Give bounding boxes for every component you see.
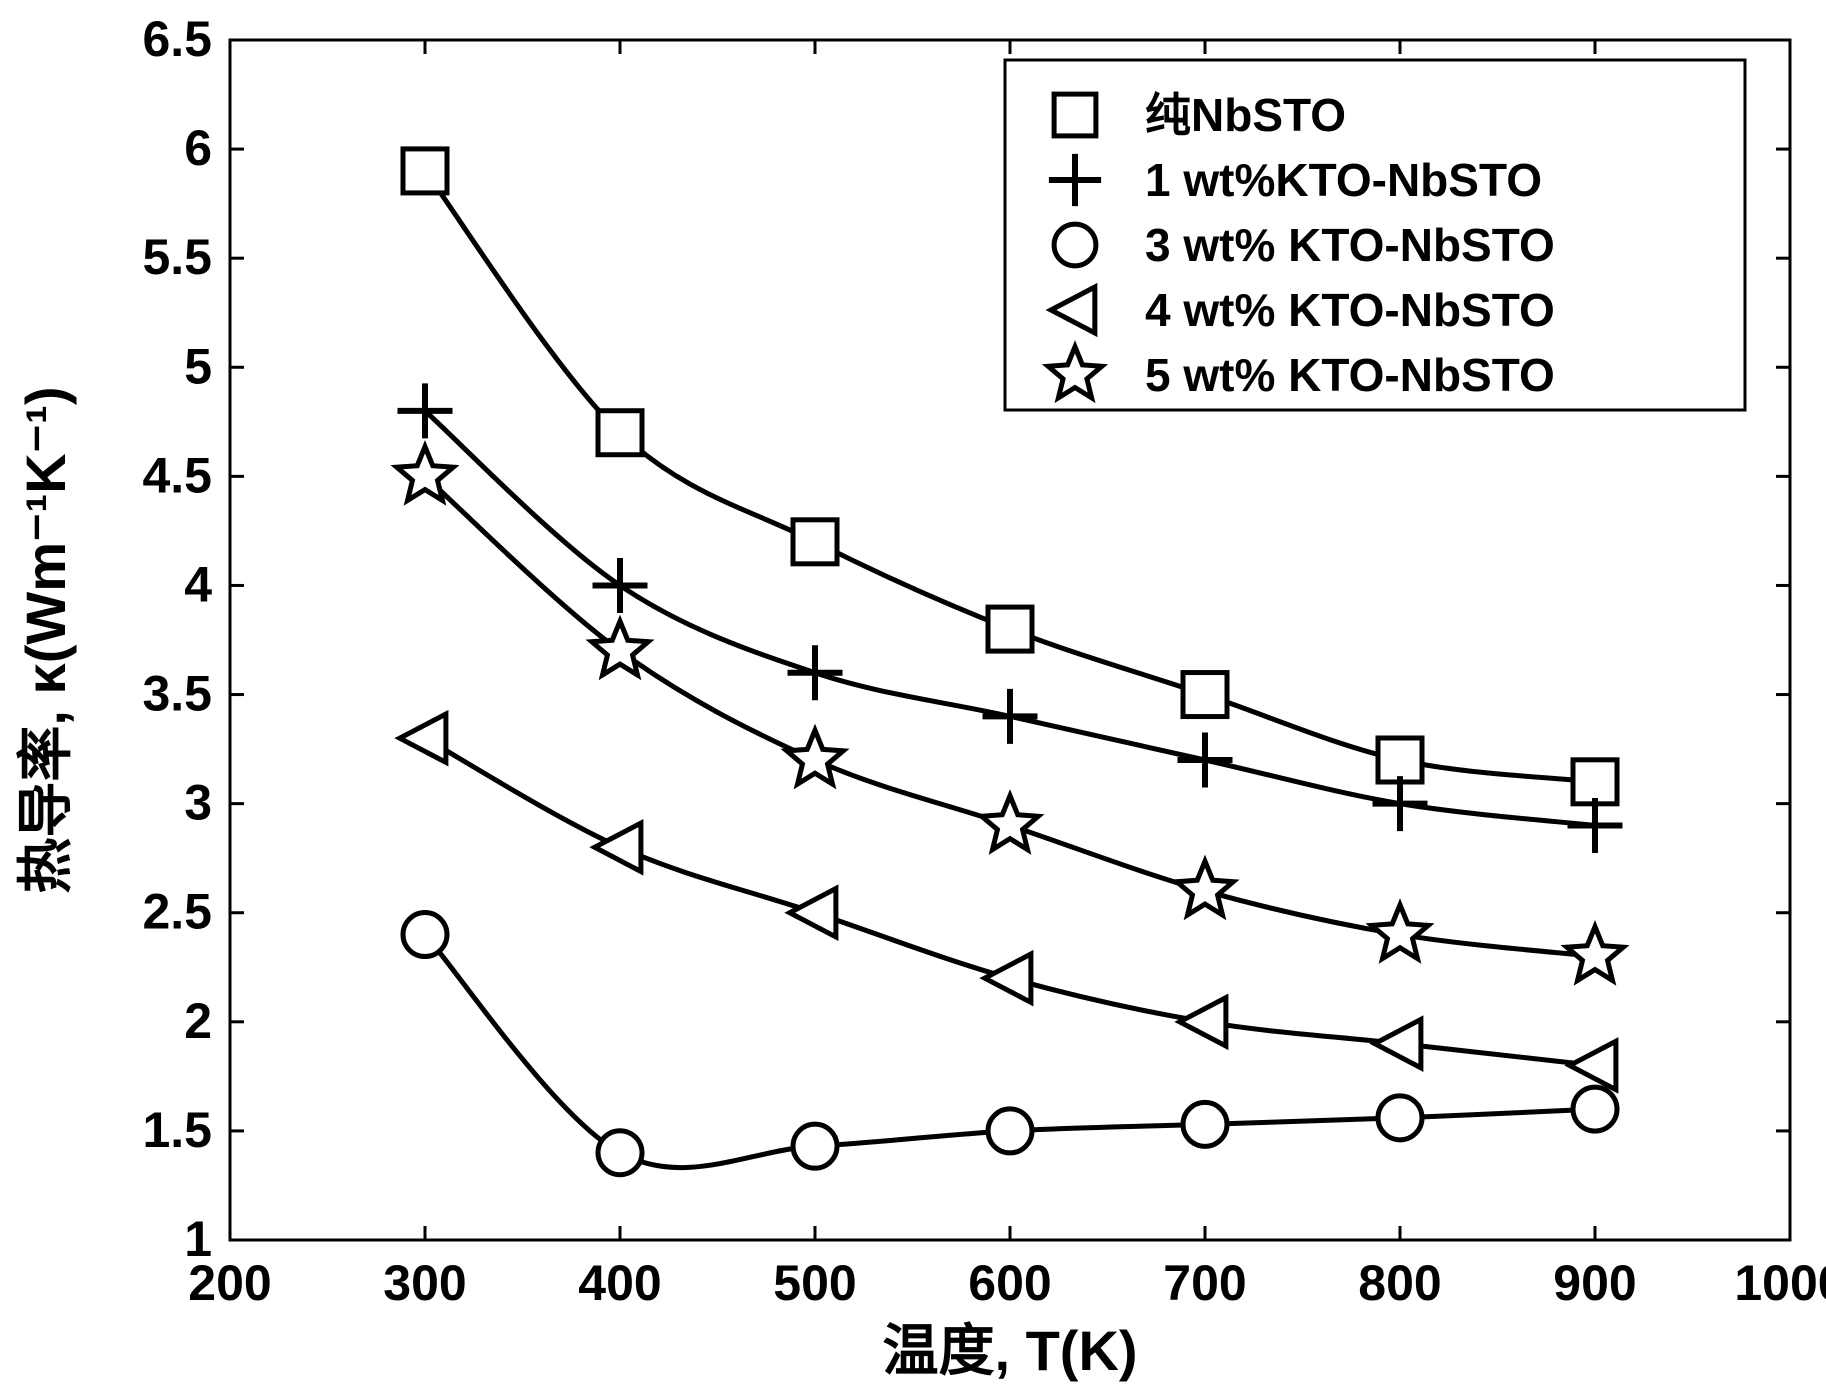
marker-triangle — [400, 714, 446, 762]
marker-square — [1378, 738, 1422, 782]
marker-square — [403, 149, 447, 193]
marker-circle — [1378, 1096, 1422, 1140]
x-tick-label: 800 — [1358, 1255, 1441, 1311]
y-tick-label: 6.5 — [142, 11, 212, 67]
y-tick-label: 6 — [184, 120, 212, 176]
marker-triangle — [790, 889, 836, 937]
y-tick-label: 2 — [184, 993, 212, 1049]
marker-star — [1177, 861, 1233, 915]
marker-star — [1372, 905, 1428, 959]
marker-square — [598, 411, 642, 455]
x-tick-label: 1000 — [1734, 1255, 1826, 1311]
marker-square — [1183, 673, 1227, 717]
legend-label-kto_5wt: 5 wt% KTO-NbSTO — [1145, 349, 1555, 401]
marker-triangle — [595, 823, 641, 871]
y-tick-label: 2.5 — [142, 884, 212, 940]
y-axis-label: 热导率, κ(Wm⁻¹K⁻¹) — [14, 386, 77, 893]
x-axis-label: 温度, T(K) — [882, 1319, 1137, 1382]
marker-star — [982, 796, 1038, 850]
x-tick-label: 500 — [773, 1255, 856, 1311]
marker-square — [1573, 760, 1617, 804]
y-tick-label: 5.5 — [142, 229, 212, 285]
y-tick-label: 3 — [184, 775, 212, 831]
x-tick-label: 300 — [383, 1255, 466, 1311]
marker-circle — [403, 913, 447, 957]
x-tick-label: 600 — [968, 1255, 1051, 1311]
marker-circle — [793, 1124, 837, 1168]
x-tick-label: 700 — [1163, 1255, 1246, 1311]
series-line-kto_4wt — [425, 738, 1595, 1065]
marker-circle — [988, 1109, 1032, 1153]
y-tick-label: 4.5 — [142, 447, 212, 503]
marker-circle — [1573, 1087, 1617, 1131]
legend-label-kto_1wt: 1 wt%KTO-NbSTO — [1145, 154, 1542, 206]
series-markers-kto_3wt — [403, 913, 1617, 1175]
marker-triangle — [1375, 1019, 1421, 1067]
legend-label-kto_3wt: 3 wt% KTO-NbSTO — [1145, 219, 1555, 271]
marker-square — [793, 520, 837, 564]
marker-circle — [598, 1131, 642, 1175]
chart-container: 200300400500600700800900100011.522.533.5… — [0, 0, 1826, 1386]
marker-triangle — [1570, 1041, 1616, 1089]
y-tick-label: 5 — [184, 338, 212, 394]
y-tick-label: 3.5 — [142, 666, 212, 722]
x-tick-label: 400 — [578, 1255, 661, 1311]
x-tick-label: 900 — [1553, 1255, 1636, 1311]
y-tick-label: 4 — [184, 556, 212, 612]
marker-square — [988, 607, 1032, 651]
y-tick-label: 1.5 — [142, 1102, 212, 1158]
marker-star — [1567, 927, 1623, 981]
marker-star — [787, 730, 843, 784]
marker-circle — [1183, 1102, 1227, 1146]
series-markers-kto_4wt — [400, 714, 1616, 1090]
legend-label-kto_4wt: 4 wt% KTO-NbSTO — [1145, 284, 1555, 336]
marker-triangle — [1180, 998, 1226, 1046]
y-tick-label: 1 — [184, 1211, 212, 1267]
marker-circle-legend — [1054, 224, 1096, 266]
marker-triangle — [985, 954, 1031, 1002]
chart-svg: 200300400500600700800900100011.522.533.5… — [0, 0, 1826, 1386]
marker-square-legend — [1054, 94, 1096, 136]
legend-label-pure_nbsto: 纯NbSTO — [1145, 89, 1346, 141]
